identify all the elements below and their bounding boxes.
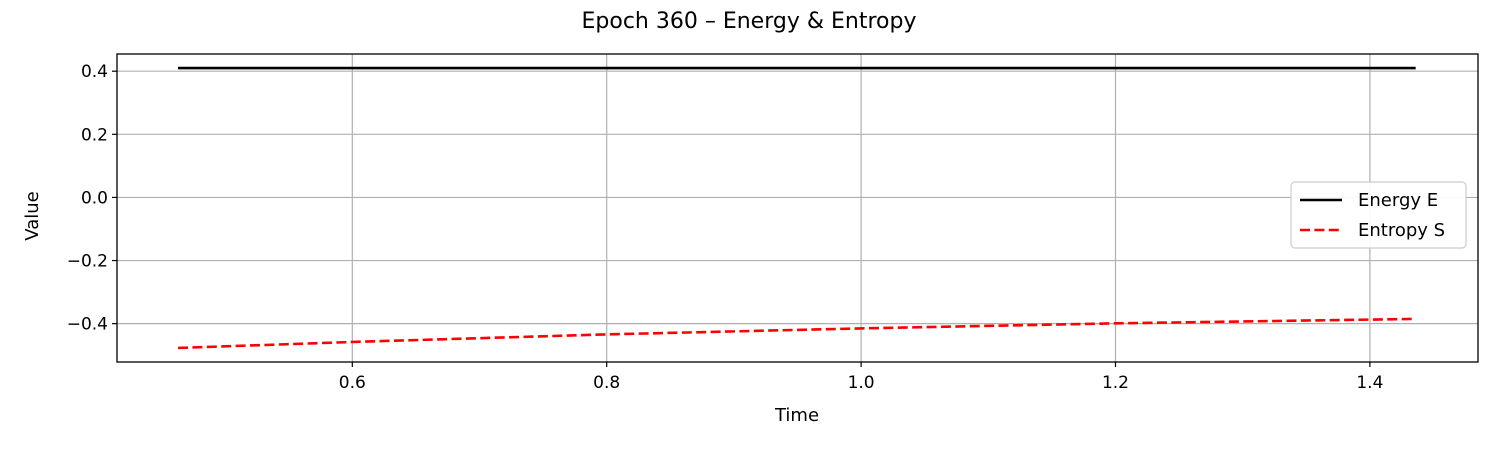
grid-layer <box>117 54 1478 362</box>
legend-label-energy: Energy E <box>1358 190 1438 211</box>
x-tick-label: 1.2 <box>1102 373 1129 393</box>
y-tick-label: 0.4 <box>81 62 108 82</box>
x-tick-label: 0.6 <box>339 373 366 393</box>
x-tick-label: 1.0 <box>848 373 875 393</box>
x-axis-label: Time <box>774 405 819 426</box>
legend-label-entropy: Entropy S <box>1358 220 1445 241</box>
legend: Energy E Entropy S <box>1290 181 1467 249</box>
plot-frame <box>116 53 1479 363</box>
y-axis-label: Value <box>22 191 43 240</box>
y-tick-label: −0.2 <box>67 252 108 272</box>
y-ticks: 0.4 0.2 0.0 −0.2 −0.4 <box>67 62 117 335</box>
y-tick-label: −0.4 <box>67 315 108 335</box>
x-tick-label: 1.4 <box>1356 373 1383 393</box>
y-tick-label: 0.0 <box>81 188 108 208</box>
legend-box <box>1290 181 1467 249</box>
chart-title: Epoch 360 – Energy & Entropy <box>582 9 917 34</box>
x-ticks: 0.6 0.8 1.0 1.2 1.4 <box>339 362 1383 393</box>
x-tick-label: 0.8 <box>593 373 620 393</box>
y-tick-label: 0.2 <box>81 125 108 145</box>
series-line-entropy-s <box>178 317 1416 350</box>
series-layer <box>178 66 1416 350</box>
